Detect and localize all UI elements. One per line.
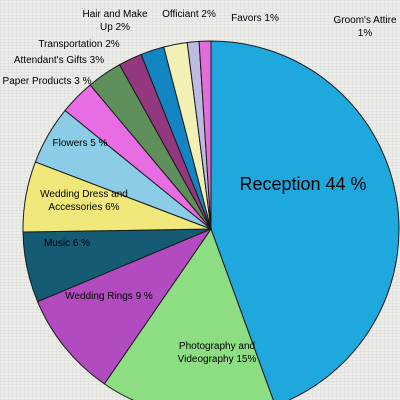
slice-label-line: Flowers 5 %	[52, 138, 107, 149]
slice-label-line: Reception 44 %	[239, 174, 366, 194]
slice-label-line: Up 2%	[100, 22, 130, 33]
slice-label-line: Transportation 2%	[38, 39, 119, 50]
slice-label-6: Flowers 5 %	[52, 138, 107, 149]
pie-slices	[22, 40, 400, 400]
slice-label-8: Attendant's Gifts 3%	[14, 55, 104, 66]
slice-label-line: Music 6 %	[44, 238, 90, 249]
slice-label-line: Paper Products 3 %	[3, 76, 92, 87]
slice-label-12: Favors 1%	[231, 13, 279, 24]
slice-label-line: Videography 15%	[178, 354, 257, 365]
slice-label-line: Wedding Rings 9 %	[65, 291, 153, 302]
slice-label-line: 1%	[358, 28, 373, 39]
slice-label-3: Wedding Rings 9 %	[65, 291, 153, 302]
slice-label-10: Hair and Make Up 2%	[82, 9, 147, 33]
slice-label-5: Wedding Dress and Accessories 6%	[40, 189, 128, 213]
slice-label-line: Accessories 6%	[48, 202, 119, 213]
slice-label-4: Music 6 %	[44, 238, 90, 249]
slice-label-9: Transportation 2%	[38, 39, 119, 50]
pie-slice-3	[36, 227, 213, 385]
slice-label-line: Officiant 2%	[162, 9, 216, 20]
slice-label-line: Attendant's Gifts 3%	[14, 55, 104, 66]
pie-labels: Reception 44 % Photography and Videography…	[3, 9, 397, 365]
slice-label-line: Favors 1%	[231, 13, 279, 24]
slice-label-13: Groom's Attire 1%	[333, 15, 396, 39]
pie-slice-1	[210, 40, 400, 400]
pie-slice-2	[103, 227, 274, 400]
pie-slice-13	[198, 40, 212, 230]
slice-label-11: Officiant 2%	[162, 9, 216, 20]
slice-label-7: Paper Products 3 %	[3, 76, 92, 87]
slice-label-2: Photography and Videography 15%	[178, 341, 257, 365]
slice-label-line: Photography and	[179, 341, 255, 352]
slice-label-line: Hair and Make	[82, 9, 147, 20]
slice-label-line: Wedding Dress and	[40, 189, 128, 200]
slice-label-1: Reception 44 %	[239, 174, 366, 194]
slice-label-line: Groom's Attire	[333, 15, 396, 26]
